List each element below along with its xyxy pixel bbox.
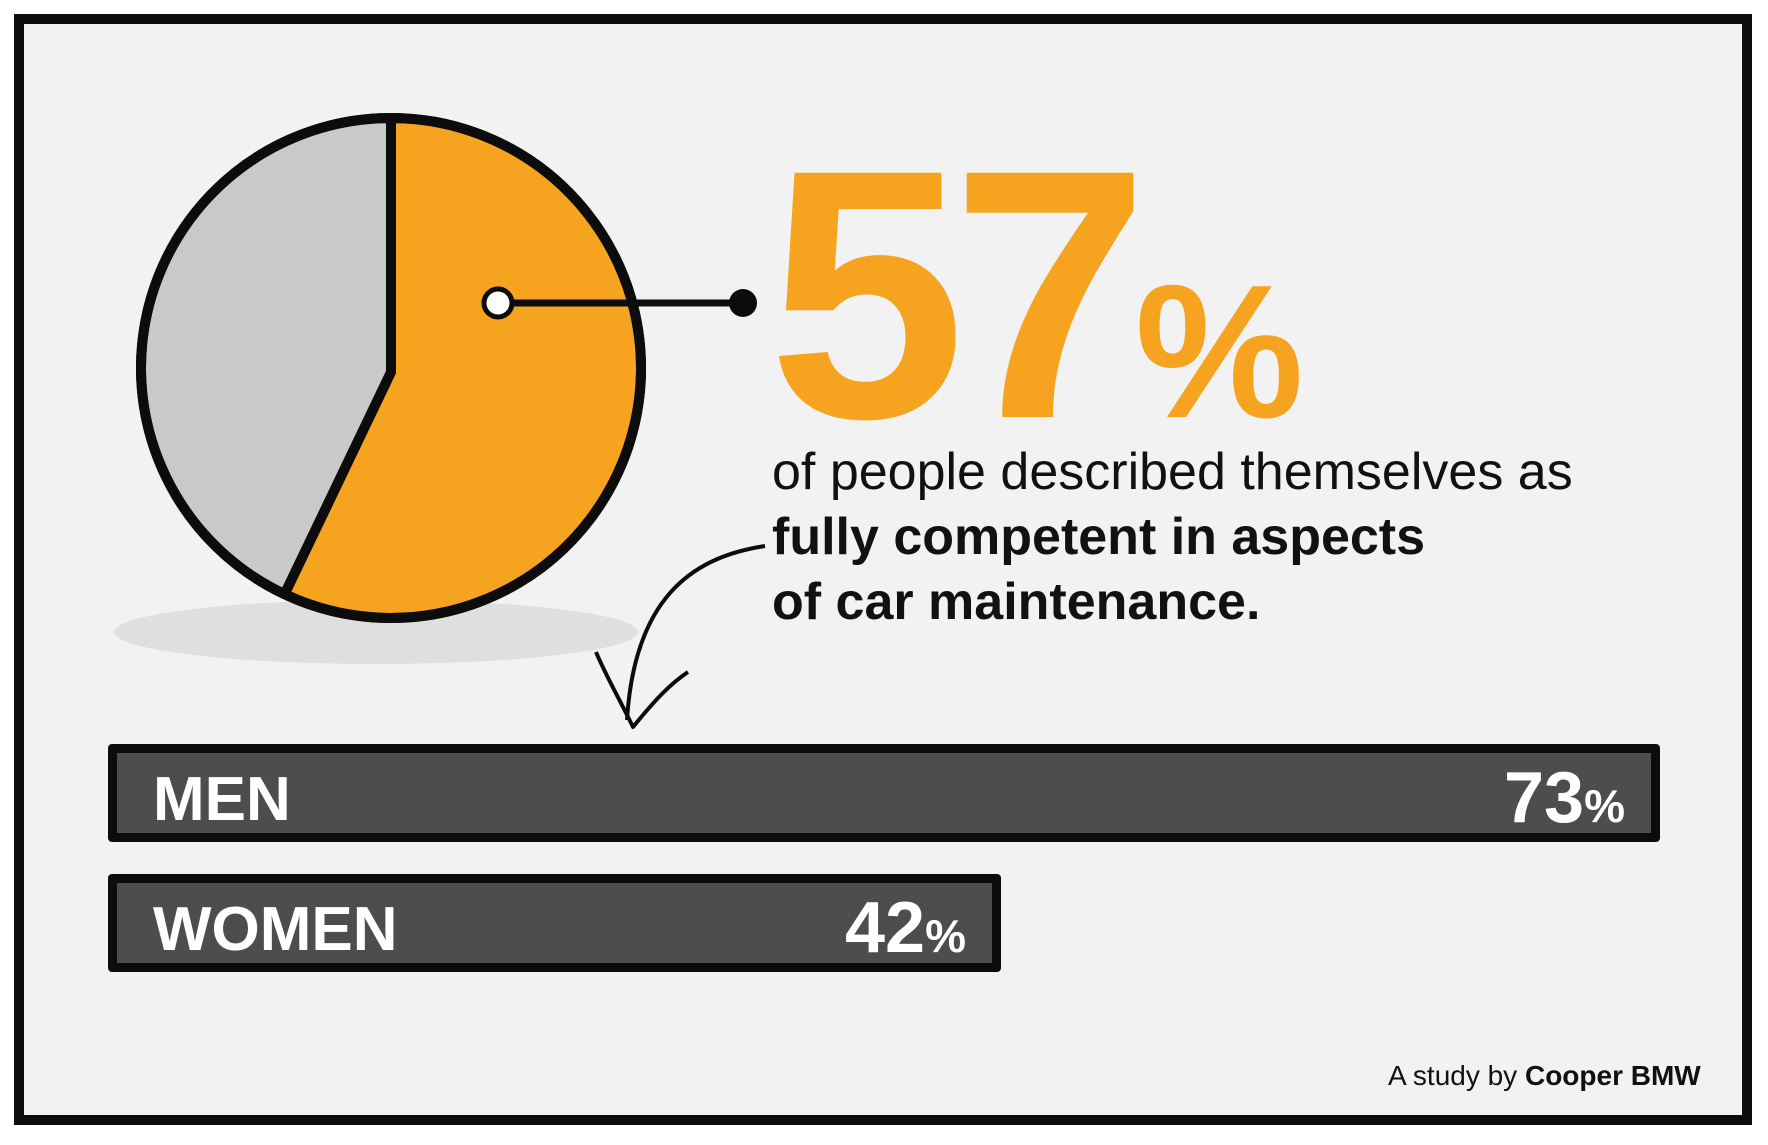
bar-label-men: MEN xyxy=(153,765,291,834)
pie-outline xyxy=(136,113,646,623)
description: of people described themselves as fully … xyxy=(772,440,1573,635)
bar-value-unit-men: % xyxy=(1584,780,1625,832)
pie-shadow xyxy=(114,600,638,664)
description-line-2: fully competent in aspects xyxy=(772,508,1426,566)
bar-value-number-women: 42 xyxy=(845,888,926,968)
bar-value-men: 73% xyxy=(1504,762,1625,853)
bar-value-women: 42% xyxy=(845,892,966,983)
description-line-1: of people described themselves as xyxy=(772,443,1573,501)
bar-label-women: WOMEN xyxy=(153,895,398,964)
bar-value-number-men: 73 xyxy=(1504,758,1585,838)
pointer-start-dot-icon xyxy=(481,286,515,320)
pointer-end-dot-icon xyxy=(729,289,757,317)
bar-men: MEN 73% xyxy=(108,744,1660,842)
description-line-3: of car maintenance. xyxy=(772,573,1261,631)
credit-prefix: A study by xyxy=(1388,1060,1525,1091)
credit-brand: Cooper BMW xyxy=(1524,1060,1701,1091)
headline-number: 57 xyxy=(768,97,1149,493)
bar-value-unit-women: % xyxy=(925,910,966,962)
headline-unit: % xyxy=(1134,246,1304,458)
headline-percentage: 57% xyxy=(768,118,1304,473)
credit-line: A study by Cooper BMW xyxy=(1388,1060,1701,1092)
bar-women: WOMEN 42% xyxy=(108,874,1001,972)
